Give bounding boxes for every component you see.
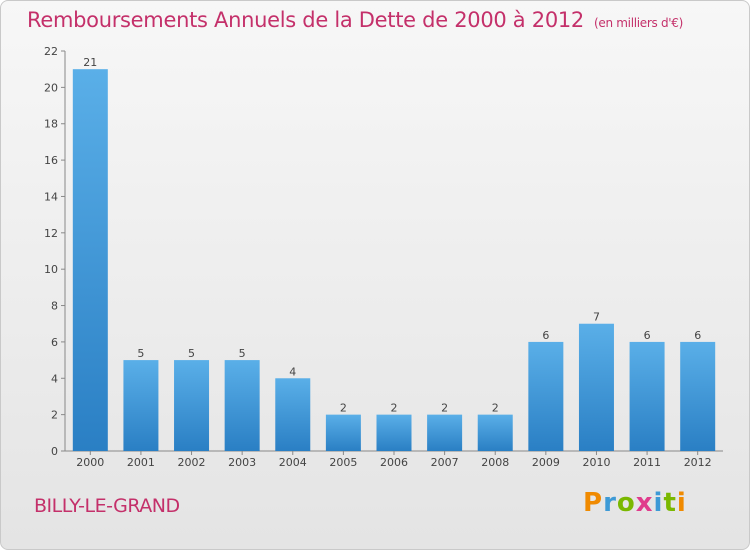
- chart-title-text: Remboursements Annuels de la Dette de 20…: [27, 8, 584, 32]
- y-tick-label: 14: [44, 190, 58, 203]
- x-tick-label: 2006: [380, 456, 408, 469]
- y-tick-label: 6: [51, 336, 58, 349]
- bar: [629, 341, 665, 451]
- y-tick-label: 20: [44, 81, 58, 94]
- chart-subtitle: (en milliers d'€): [594, 16, 684, 30]
- data-label: 6: [644, 329, 651, 342]
- logo-letter: i: [676, 488, 687, 518]
- x-tick-label: 2003: [228, 456, 256, 469]
- bar: [528, 341, 564, 451]
- town-name: BILLY-LE-GRAND: [34, 495, 180, 517]
- chart-title: Remboursements Annuels de la Dette de 20…: [27, 8, 683, 32]
- bar: [376, 414, 412, 451]
- logo-letter: x: [635, 488, 654, 518]
- y-tick-label: 16: [44, 154, 58, 167]
- data-label: 2: [340, 402, 347, 415]
- x-tick-label: 2012: [684, 456, 712, 469]
- bar: [325, 414, 361, 451]
- data-label: 2: [441, 402, 448, 415]
- y-tick-label: 8: [51, 300, 58, 313]
- data-label: 2: [492, 402, 499, 415]
- bar: [224, 360, 260, 451]
- y-tick-label: 0: [51, 445, 58, 458]
- data-label: 21: [83, 56, 97, 69]
- bar: [578, 323, 614, 451]
- x-tick-label: 2007: [431, 456, 459, 469]
- logo-letter: i: [653, 488, 664, 518]
- logo-letter: r: [603, 488, 617, 518]
- bar: [72, 69, 108, 451]
- logo-letter: t: [663, 488, 677, 518]
- y-tick-label: 22: [44, 45, 58, 58]
- logo-letter: P: [583, 488, 604, 518]
- data-label: 5: [137, 347, 144, 360]
- x-tick-label: 2000: [76, 456, 104, 469]
- data-label: 5: [239, 347, 246, 360]
- data-label: 7: [593, 311, 600, 324]
- y-tick-label: 18: [44, 118, 58, 131]
- bar: [123, 360, 159, 451]
- x-tick-label: 2010: [582, 456, 610, 469]
- logo-letter: o: [616, 488, 636, 518]
- y-tick-label: 4: [51, 372, 58, 385]
- x-tick-label: 2009: [532, 456, 560, 469]
- y-tick-label: 12: [44, 227, 58, 240]
- x-tick-label: 2005: [329, 456, 357, 469]
- x-tick-label: 2002: [178, 456, 206, 469]
- data-label: 6: [542, 329, 549, 342]
- y-tick-label: 2: [51, 409, 58, 422]
- proxiti-logo: Proxiti: [583, 488, 687, 518]
- bar: [174, 360, 210, 451]
- data-label: 5: [188, 347, 195, 360]
- x-tick-label: 2011: [633, 456, 661, 469]
- x-tick-label: 2001: [127, 456, 155, 469]
- x-tick-label: 2004: [279, 456, 307, 469]
- y-tick-label: 10: [44, 263, 58, 276]
- bar: [477, 414, 513, 451]
- x-tick-label: 2008: [481, 456, 509, 469]
- bar: [427, 414, 463, 451]
- data-label: 6: [694, 329, 701, 342]
- data-label: 2: [391, 402, 398, 415]
- bar: [680, 341, 716, 451]
- bar: [275, 378, 311, 451]
- data-label: 4: [289, 365, 296, 378]
